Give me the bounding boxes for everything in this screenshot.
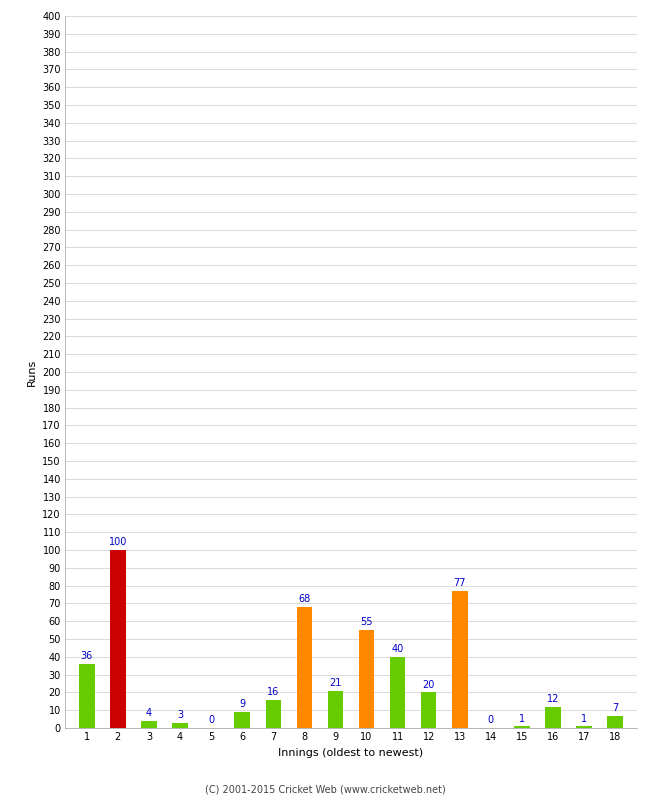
Text: 1: 1 [581, 714, 587, 723]
Bar [359, 630, 374, 728]
Bar [608, 715, 623, 728]
Bar [296, 607, 312, 728]
Bar [172, 722, 188, 728]
Text: 1: 1 [519, 714, 525, 723]
Text: 9: 9 [239, 699, 245, 710]
Text: 21: 21 [330, 678, 342, 688]
Text: 12: 12 [547, 694, 559, 704]
Y-axis label: Runs: Runs [27, 358, 36, 386]
Bar [265, 699, 281, 728]
Bar [235, 712, 250, 728]
Bar [141, 721, 157, 728]
Text: 0: 0 [488, 715, 494, 726]
Bar [577, 726, 592, 728]
Text: 77: 77 [454, 578, 466, 588]
Text: 20: 20 [422, 680, 435, 690]
Text: 7: 7 [612, 703, 618, 713]
Text: 4: 4 [146, 708, 152, 718]
X-axis label: Innings (oldest to newest): Innings (oldest to newest) [278, 748, 424, 758]
Bar [79, 664, 94, 728]
Bar [452, 591, 467, 728]
Bar [110, 550, 125, 728]
Bar [545, 706, 561, 728]
Text: 40: 40 [391, 644, 404, 654]
Text: 36: 36 [81, 651, 93, 662]
Bar [421, 693, 437, 728]
Text: 55: 55 [360, 618, 373, 627]
Text: 0: 0 [208, 715, 214, 726]
Text: 3: 3 [177, 710, 183, 720]
Text: 100: 100 [109, 538, 127, 547]
Text: 68: 68 [298, 594, 311, 604]
Bar [328, 690, 343, 728]
Bar [514, 726, 530, 728]
Text: (C) 2001-2015 Cricket Web (www.cricketweb.net): (C) 2001-2015 Cricket Web (www.cricketwe… [205, 784, 445, 794]
Text: 16: 16 [267, 687, 280, 697]
Bar [390, 657, 406, 728]
